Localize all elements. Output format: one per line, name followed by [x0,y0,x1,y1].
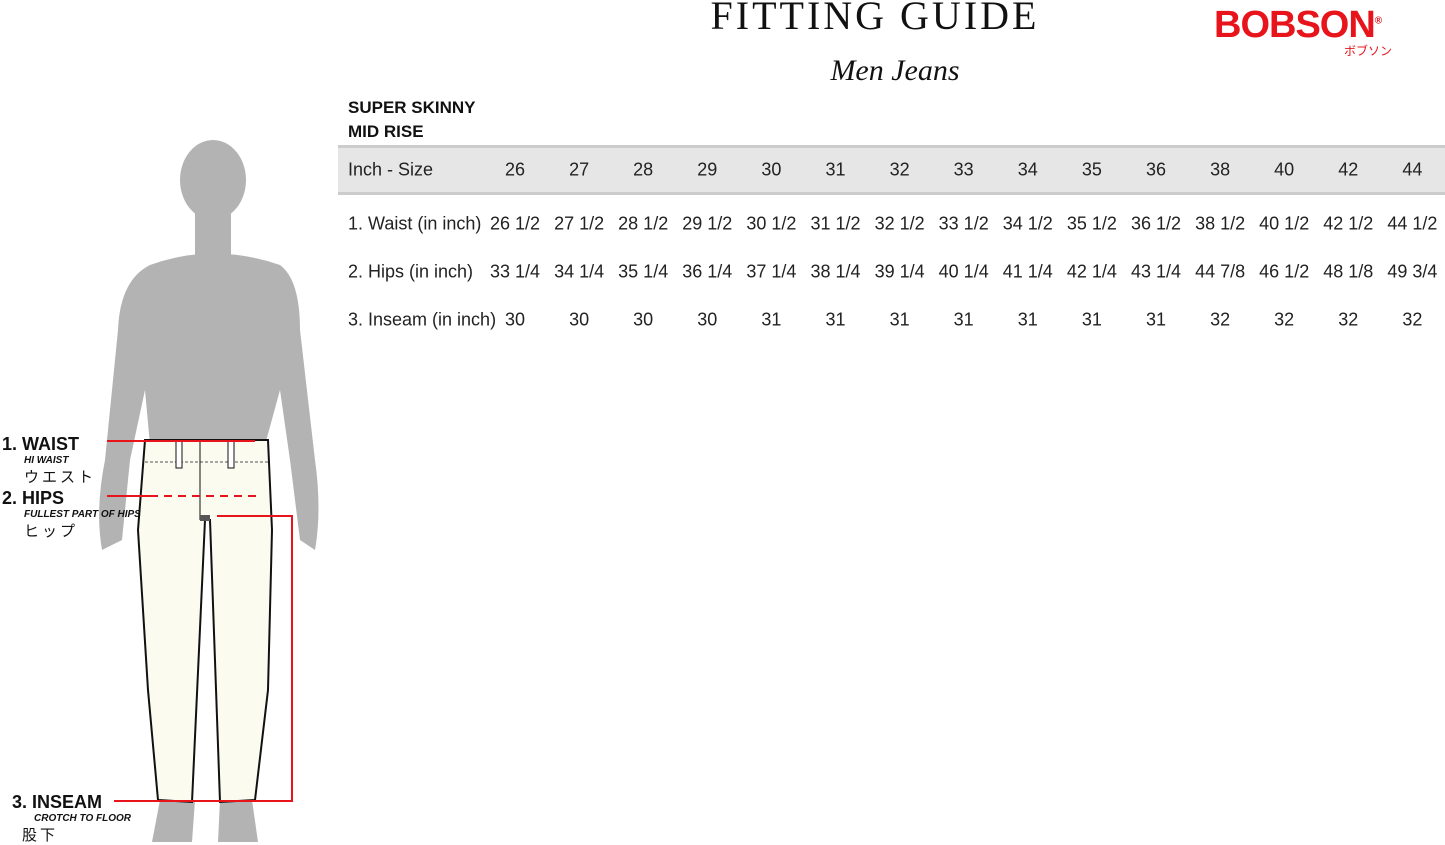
table-cell: 28 1/2 [618,213,669,234]
table-row: 1. Waist (in inch) 26 1/2 27 1/2 28 1/2 29 1… [338,200,1445,248]
table-cell: 44 1/2 [1387,213,1438,234]
table-cell: 35 1/2 [1066,213,1117,234]
waist-sub: HI WAIST [24,455,69,466]
table-cell: 42 1/4 [1066,261,1117,282]
table-cell: 35 1/4 [618,261,669,282]
table-cell: 30 [697,309,718,330]
table-cell: 31 1/2 [810,213,861,234]
table-cell: 48 1/8 [1323,261,1374,282]
table-cell: 42 [1338,159,1359,180]
jeans-icon [136,439,274,804]
table-cell: 32 1/2 [874,213,925,234]
table-row: 3. Inseam (in inch) 30 30 30 30 31 31 31 31 31 31 3… [338,296,1445,344]
table-cell: 26 1/2 [489,213,541,234]
table-cell: 32 [1402,309,1423,330]
table-cell: 44 [1402,159,1423,180]
table-cell: 41 1/4 [1002,261,1053,282]
table-cell: 38 1/2 [1195,213,1246,234]
row-label: 1. Waist (in inch) [348,213,482,234]
waist-jp: ウエスト [24,469,97,486]
size-table: Inch - Size 26 27 28 29 30 31 32 33 34 35 36 38 40 42 4… [338,145,1445,344]
table-cell: 32 [889,159,910,180]
measure-waist: 1. WAIST HI WAIST ウエスト [2,434,96,487]
figure-illustration [99,140,319,842]
table-cell: 40 [1274,159,1295,180]
table-cell: 26 [504,159,526,180]
hips-label: 2. HIPS [2,488,65,508]
table-cell: 32 [1210,309,1231,330]
table-cell: 46 1/2 [1259,261,1310,282]
table-cell: 29 1/2 [682,213,733,234]
logo-kana: ボブソン [1344,44,1393,58]
table-cell: 33 [953,159,974,180]
table-cell: 31 [825,159,846,180]
row-label: Inch - Size [348,159,434,180]
table-cell: 34 1/4 [554,261,605,282]
table-cell: 33 1/4 [489,261,541,282]
table-cell: 39 1/4 [874,261,925,282]
inseam-label: 3. INSEAM [12,792,103,812]
table-cell: 44 7/8 [1195,261,1246,282]
table-cell: 27 [569,159,590,180]
table-cell: 31 [953,309,974,330]
table-cell: 32 [1274,309,1295,330]
table-cell: 30 1/2 [746,213,797,234]
table-cell: 36 [1145,159,1167,180]
table-cell: 40 1/4 [938,261,989,282]
row-label: 2. Hips (in inch) [348,261,474,282]
table-cell: 30 [504,309,526,330]
table-cell: 30 [633,309,654,330]
table-header-row: Inch - Size 26 27 28 29 30 31 32 33 34 35 36 38 40 42 4… [338,145,1445,195]
fit-line-1: SUPER SKINNY [348,98,476,117]
hips-jp: ヒップ [24,523,79,540]
table-cell: 36 1/2 [1130,213,1182,234]
inseam-line [114,515,293,802]
table-cell: 28 [633,159,654,180]
table-cell: 31 [1145,309,1167,330]
table-cell: 43 1/4 [1130,261,1182,282]
table-cell: 29 [697,159,718,180]
hips-sub: FULLEST PART OF HIPS [24,509,141,520]
table-cell: 49 3/4 [1387,261,1438,282]
logo-text: BOBSON [1214,4,1376,46]
table-cell: 31 [825,309,846,330]
table-cell: 33 1/2 [938,213,989,234]
table-cell: 27 1/2 [554,213,605,234]
measure-inseam: 3. INSEAM CROTCH TO FLOOR 股下 [12,792,131,845]
page-title: FITTING GUIDE [710,0,1040,38]
waist-label: 1. WAIST [2,434,80,454]
body-silhouette-icon [99,140,319,842]
measure-lines [107,440,293,802]
table-cell: 30 [569,309,590,330]
table-cell: 31 [1081,309,1102,330]
fit-line-2: MID RISE [348,122,424,141]
table-cell: 34 [1017,159,1038,180]
inseam-sub: CROTCH TO FLOOR [34,813,132,824]
row-label: 3. Inseam (in inch) [348,309,497,330]
brand-logo: BOBSON® [1214,4,1382,47]
table-cell: 32 [1338,309,1359,330]
table-cell: 34 1/2 [1002,213,1053,234]
page-subtitle: Men Jeans [830,54,960,87]
registered-icon: ® [1374,15,1382,27]
table-cell: 30 [761,159,782,180]
table-cell: 35 [1081,159,1102,180]
table-cell: 37 1/4 [746,261,797,282]
table-cell: 31 [1017,309,1038,330]
table-cell: 40 1/2 [1259,213,1310,234]
table-cell: 36 1/4 [682,261,733,282]
table-cell: 31 [889,309,910,330]
table-cell: 38 [1210,159,1231,180]
table-cell: 31 [761,309,782,330]
table-cell: 38 1/4 [810,261,861,282]
measure-hips: 2. HIPS FULLEST PART OF HIPS ヒップ [2,488,141,541]
inseam-jp: 股下 [22,827,59,844]
table-row: 2. Hips (in inch) 33 1/4 34 1/4 35 1/4 36 1/… [338,248,1445,296]
table-cell: 42 1/2 [1323,213,1374,234]
fit-type: SUPER SKINNY MID RISE [348,96,476,144]
